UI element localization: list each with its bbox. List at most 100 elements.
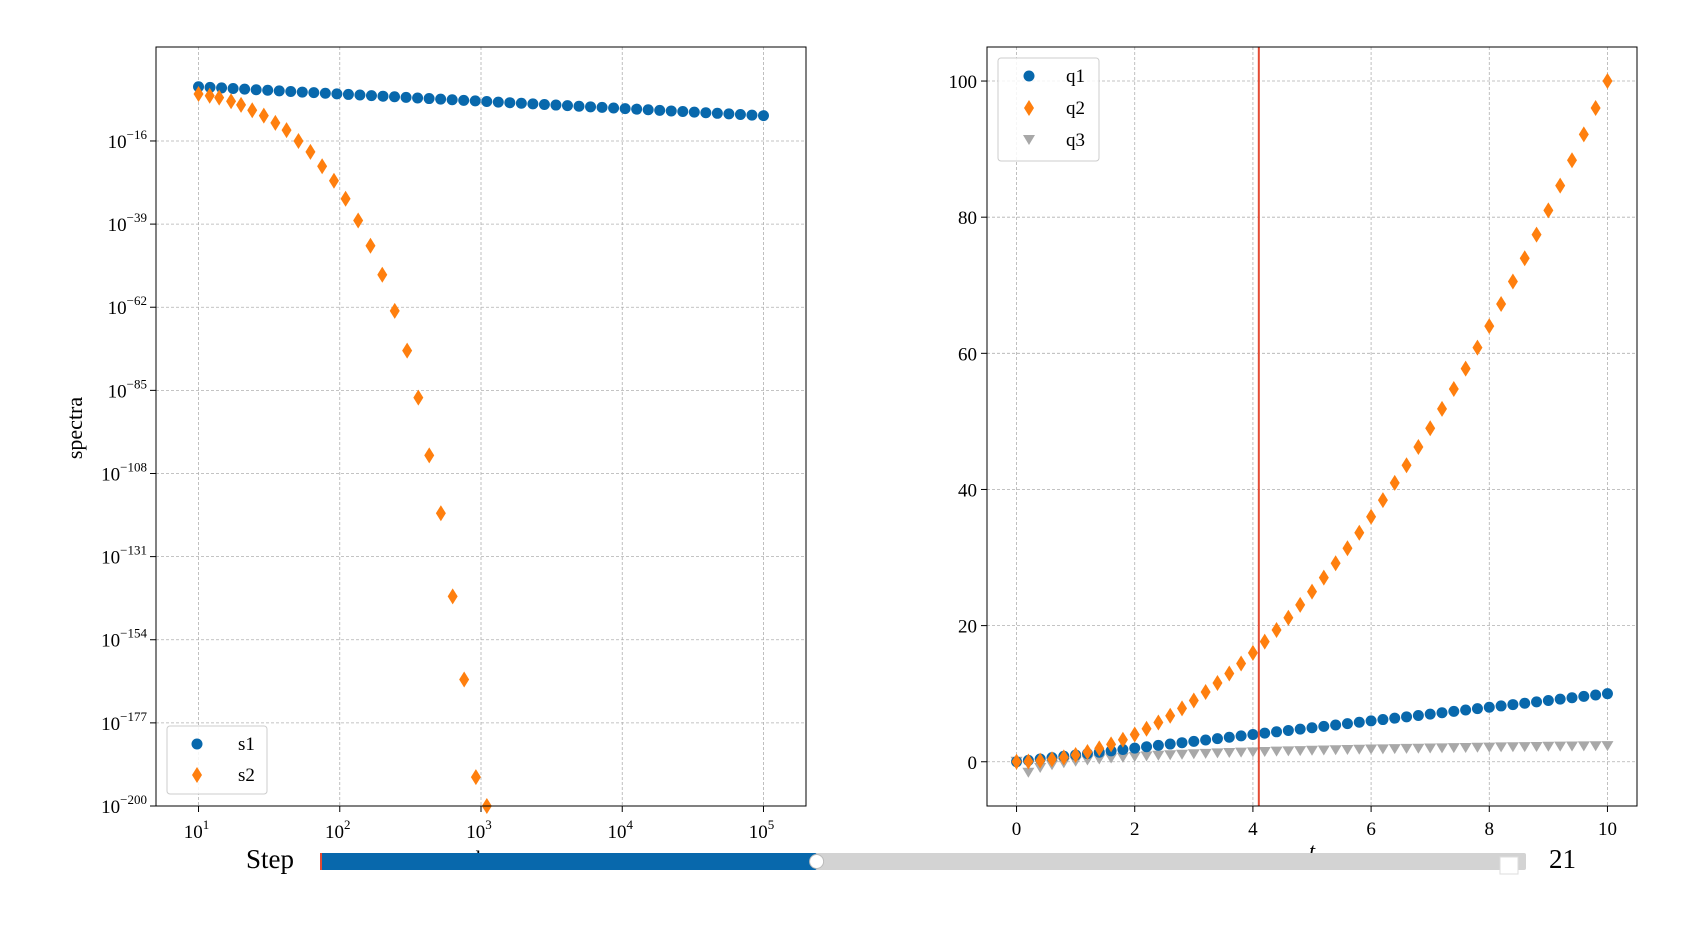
data-point-s2 [389,302,400,319]
data-point-q2 [1259,633,1270,650]
data-point-s2 [293,132,304,149]
data-point-q3 [1164,750,1177,761]
spectra-y-tick-label: 10−62 [108,293,147,319]
data-point-q1 [1188,735,1200,747]
data-point-s1 [734,108,746,120]
data-point-s1 [446,94,458,106]
spectra-grid [156,47,806,807]
data-point-q2 [1271,621,1282,638]
legend-marker-q2 [1024,100,1034,116]
data-point-s2 [435,505,446,522]
data-point-s1 [262,84,274,96]
data-point-s1 [642,104,654,116]
data-point-s1 [573,100,585,112]
q-x-axis-label: t [1309,838,1316,863]
data-point-q1 [1211,733,1223,745]
data-point-q1 [1578,690,1590,702]
spectra-legend: s1 s2 [166,725,268,795]
spectra-y-tick-label: 10−16 [108,127,148,153]
spectra-y-tick-label: 10−108 [101,459,147,485]
data-point-q3 [1447,743,1460,754]
data-point-q3 [1282,746,1295,757]
data-point-s1 [561,100,573,112]
legend-marker-q1 [1023,70,1035,82]
data-point-q1 [1200,734,1212,746]
data-point-q1 [1460,704,1472,716]
data-point-q3 [1471,742,1484,753]
data-point-s1 [538,98,550,110]
data-point-s1 [700,107,712,119]
data-point-q3 [1341,745,1354,756]
legend-label-q2: q2 [1066,98,1085,119]
data-point-q2 [1507,273,1518,290]
data-point-q3 [1235,747,1248,758]
data-point-q1 [1152,739,1164,751]
q-grid [987,47,1637,806]
data-point-s2 [377,266,388,283]
data-point-q3 [1258,746,1271,757]
spectra-x-tick-label: 103 [466,817,492,843]
data-point-q1 [1554,693,1566,705]
data-point-s1 [412,92,424,104]
data-point-q2 [1437,400,1447,417]
data-point-q3 [1246,747,1259,758]
data-point-q3 [1506,742,1519,753]
data-point-q3 [1376,744,1389,755]
data-point-q3 [1365,744,1378,755]
data-point-s1 [458,94,470,106]
data-point-q2 [1200,684,1211,701]
data-point-q2 [1413,438,1424,455]
data-point-q1 [1471,703,1483,715]
slider-end-box [1499,856,1519,875]
data-point-s1 [596,101,608,113]
data-point-q1 [1365,715,1377,727]
data-point-q1 [1448,705,1460,717]
data-point-s2 [247,102,258,119]
data-point-q2 [1531,226,1542,243]
data-point-q2 [1236,655,1247,672]
data-point-q3 [1306,745,1318,756]
data-point-s1 [296,86,308,98]
data-point-q2 [1106,736,1117,753]
data-point-s2 [214,89,225,106]
data-point-s2 [413,389,424,406]
step-slider: Step 21 [246,844,1576,875]
data-point-s1 [308,87,320,99]
data-point-q3 [1329,745,1342,756]
slider-value: 21 [1549,844,1576,874]
data-point-q1 [1341,718,1353,730]
q-x-tick-label: 8 [1485,819,1495,840]
data-point-q3 [1412,743,1425,754]
data-point-q1 [1389,712,1401,724]
q-frame [986,46,1638,807]
slider-handle[interactable] [809,854,825,869]
data-point-s1 [389,91,401,103]
data-point-q1 [1401,711,1413,723]
data-point-q2 [1035,752,1046,769]
data-point-s1 [342,88,354,100]
data-point-q2 [1283,609,1294,626]
data-point-q3 [1211,748,1224,759]
legend-label-q3: q3 [1066,130,1085,151]
data-point-q3 [1116,752,1129,763]
data-point-q3 [1566,741,1578,752]
data-point-q2 [1082,743,1093,760]
data-point-q2 [1555,177,1566,194]
data-point-q1 [1247,729,1259,741]
data-point-s1 [481,96,493,108]
data-point-s2 [193,85,204,102]
data-point-q3 [1601,741,1614,752]
data-point-q2 [1484,318,1495,335]
slider-fill [320,853,817,870]
data-point-q2 [1047,751,1057,768]
data-point-q3 [1128,752,1141,763]
data-point-q3 [1176,749,1188,760]
data-point-s1 [400,91,412,103]
data-point-q1 [1235,730,1247,742]
data-point-q2 [1307,583,1317,600]
data-point-s2 [470,769,481,786]
data-point-q3 [1140,751,1153,762]
data-point-s2 [226,93,237,110]
q-y-tick-label: 80 [958,208,977,229]
